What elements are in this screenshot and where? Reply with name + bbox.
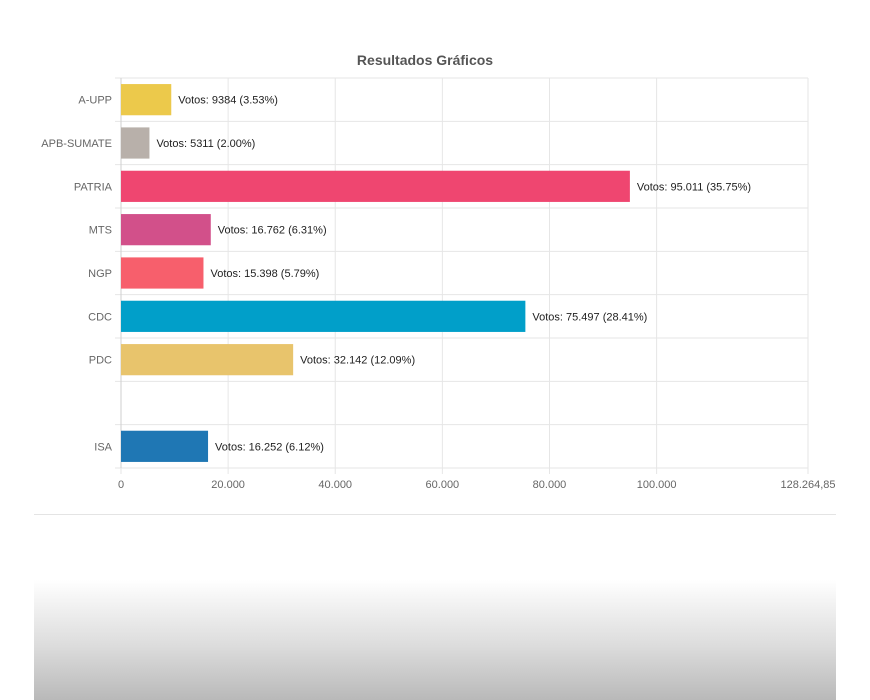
category-label: CDC — [88, 311, 112, 323]
bar — [121, 127, 150, 159]
category-label: NGP — [88, 268, 112, 280]
x-tick-label: 60.000 — [426, 479, 460, 491]
bar — [121, 170, 630, 202]
category-label: MTS — [89, 225, 112, 237]
data-label: Votos: 95.011 (35.75%) — [637, 181, 751, 193]
category-label: PDC — [89, 355, 112, 367]
section-divider — [34, 514, 836, 515]
data-label: Votos: 16.252 (6.12%) — [215, 441, 324, 453]
data-label: Votos: 32.142 (12.09%) — [300, 355, 415, 367]
category-label: ISA — [94, 441, 112, 453]
bar — [121, 257, 204, 289]
bar — [121, 300, 526, 332]
category-label: APB-SUMATE — [41, 138, 112, 150]
x-tick-label: 0 — [118, 479, 124, 491]
bar — [121, 344, 294, 376]
bar-chart: Resultados Gráficos 0 20.000 40.000 60.000 8… — [41, 52, 836, 491]
bar — [121, 430, 209, 462]
x-tick-label: 40.000 — [318, 479, 352, 491]
category-label: A-UPP — [78, 95, 112, 107]
x-tick-label: 80.000 — [533, 479, 567, 491]
x-tick-label: 100.000 — [637, 479, 677, 491]
data-label: Votos: 5311 (2.00%) — [156, 138, 255, 150]
data-label: Votos: 75.497 (28.41%) — [532, 311, 647, 323]
category-label: PATRIA — [74, 181, 113, 193]
bar — [121, 214, 211, 246]
x-tick-label: 128.264,85 — [780, 479, 835, 491]
bar — [121, 84, 172, 116]
data-label: Votos: 16.762 (6.31%) — [218, 225, 327, 237]
chart-canvas: 0 20.000 40.000 60.000 80.000 100.000 128.264,… — [41, 77, 836, 491]
x-tick-label: 20.000 — [211, 479, 245, 491]
data-label: Votos: 15.398 (5.79%) — [210, 268, 319, 280]
chart-title: Resultados Gráficos — [356, 52, 494, 68]
bottom-gradient-panel — [34, 580, 836, 700]
data-label: Votos: 9384 (3.53%) — [178, 95, 278, 107]
